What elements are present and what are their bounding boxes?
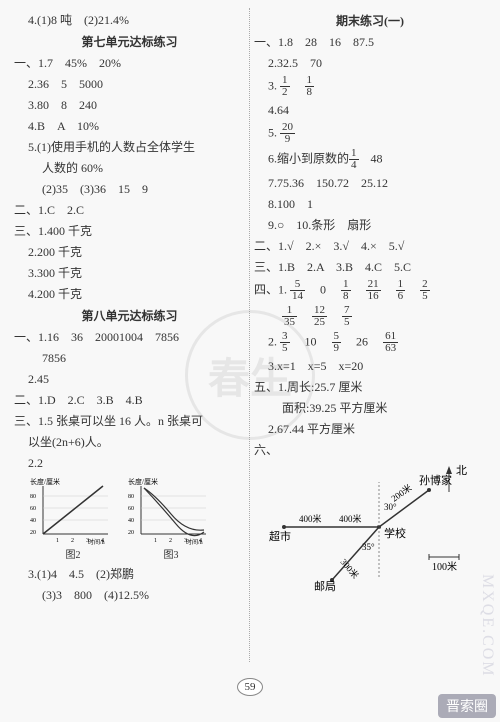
svg-text:40: 40 bbox=[128, 518, 134, 524]
text-line: 6.缩小到原数的14 48 bbox=[254, 148, 486, 171]
text-line: 一、1.7 45% 20% bbox=[14, 54, 245, 72]
text-line: 三、1.5 张桌可以坐 16 人。n 张桌可 bbox=[14, 412, 245, 430]
text-line: 7856 bbox=[14, 349, 245, 367]
map-diagram: 北 100米 学校 超市 400米 400米 bbox=[254, 462, 486, 592]
figure-3: 长度/厘米 80 60 40 20 12 34 时间/h 图3 bbox=[126, 476, 216, 561]
svg-text:35°: 35° bbox=[362, 542, 375, 552]
svg-text:学校: 学校 bbox=[384, 526, 406, 540]
svg-text:100米: 100米 bbox=[432, 560, 457, 573]
text-line: 9.○ 10.条形 扇形 bbox=[254, 216, 486, 234]
text-line: 五、1.周长:25.7 厘米 bbox=[254, 378, 486, 396]
text-line: 7.75.36 150.72 25.12 bbox=[254, 174, 486, 192]
text-line: 以坐(2n+6)人。 bbox=[14, 433, 245, 451]
svg-text:80: 80 bbox=[30, 494, 36, 500]
svg-text:400米: 400米 bbox=[299, 513, 322, 524]
text-line: 5. 209 bbox=[254, 122, 486, 145]
text-line: 二、1.D 2.C 3.B 4.B bbox=[14, 391, 245, 409]
svg-text:邮局: 邮局 bbox=[314, 580, 336, 592]
svg-text:200米: 200米 bbox=[389, 482, 414, 504]
svg-text:60: 60 bbox=[30, 506, 36, 512]
svg-text:20: 20 bbox=[128, 530, 134, 536]
charts-row: 长度/厘米 80 60 40 20 12 34 时间/h 图2 bbox=[14, 476, 245, 561]
text-line: 4.200 千克 bbox=[14, 285, 245, 303]
text-line: 3.80 8 240 bbox=[14, 96, 245, 114]
text-line: 2.45 bbox=[14, 370, 245, 388]
text-line: 一、1.8 28 16 87.5 bbox=[254, 33, 486, 51]
watermark-url: MXQE.COM bbox=[478, 574, 496, 678]
text-line: 3.x=1 x=5 x=20 bbox=[254, 357, 486, 375]
text-line: 三、1.B 2.A 3.B 4.C 5.C bbox=[254, 258, 486, 276]
svg-text:40: 40 bbox=[30, 518, 36, 524]
text-line: 一、1.16 36 20001004 7856 bbox=[14, 328, 245, 346]
text-line: 4.(1)8 吨 (2)21.4% bbox=[14, 11, 245, 29]
unit7-heading: 第七单元达标练习 bbox=[14, 33, 245, 50]
text-line: 面积:39.25 平方厘米 bbox=[254, 399, 486, 417]
text-line: (2)35 (3)36 15 9 bbox=[14, 180, 245, 198]
chart-ylabel: 长度/厘米 bbox=[30, 477, 60, 486]
final-heading: 期末练习(一) bbox=[254, 12, 486, 29]
text-line: 3.(1)4 4.5 (2)郑鹏 bbox=[14, 565, 245, 583]
text-line: 2. 35 10 59 26 6163 bbox=[254, 331, 486, 354]
svg-text:北: 北 bbox=[456, 464, 467, 477]
svg-text:2: 2 bbox=[169, 538, 172, 544]
text-line: 3. 12 18 bbox=[254, 75, 486, 98]
text-line: 4.B A 10% bbox=[14, 117, 245, 135]
svg-text:400米: 400米 bbox=[339, 513, 362, 524]
text-line: 2.32.5 70 bbox=[254, 54, 486, 72]
text-line: 2.2 bbox=[14, 454, 245, 472]
fig2-caption: 图2 bbox=[28, 546, 118, 561]
fig3-caption: 图3 bbox=[126, 546, 216, 561]
svg-text:1: 1 bbox=[154, 538, 157, 544]
watermark-corner: 晋索圈 bbox=[438, 694, 496, 718]
page-content: 4.(1)8 吨 (2)21.4% 第七单元达标练习 一、1.7 45% 20%… bbox=[0, 0, 500, 692]
text-line: 8.100 1 bbox=[254, 195, 486, 213]
text-line: 5.(1)使用手机的人数占全体学生 bbox=[14, 138, 245, 156]
unit8-heading: 第八单元达标练习 bbox=[14, 307, 245, 324]
text-line: 人数的 60% bbox=[14, 159, 245, 177]
svg-text:60: 60 bbox=[128, 506, 134, 512]
svg-text:20: 20 bbox=[30, 530, 36, 536]
text-line: 三、1.400 千克 bbox=[14, 222, 245, 240]
svg-text:2: 2 bbox=[71, 538, 74, 544]
svg-text:超市: 超市 bbox=[269, 529, 291, 543]
svg-text:长度/厘米: 长度/厘米 bbox=[128, 477, 158, 486]
text-line: 4.64 bbox=[254, 101, 486, 119]
svg-text:30°: 30° bbox=[384, 502, 397, 512]
text-line: 四、1. 514 0 18 2116 16 25 bbox=[254, 279, 486, 302]
text-line: 2.36 5 5000 bbox=[14, 75, 245, 93]
right-column: 期末练习(一) 一、1.8 28 16 87.5 2.32.5 70 3. 12… bbox=[250, 8, 490, 662]
text-line: 二、1.√ 2.× 3.√ 4.× 5.√ bbox=[254, 237, 486, 255]
text-line: 135 1225 75 bbox=[254, 305, 486, 328]
left-column: 4.(1)8 吨 (2)21.4% 第七单元达标练习 一、1.7 45% 20%… bbox=[10, 8, 250, 662]
text-line: (3)3 800 (4)12.5% bbox=[14, 586, 245, 604]
page-number: 59 bbox=[237, 678, 263, 696]
text-line: 六、 bbox=[254, 441, 486, 459]
text-line: 2.200 千克 bbox=[14, 243, 245, 261]
text-line: 3.300 千克 bbox=[14, 264, 245, 282]
text-line: 2.67.44 平方厘米 bbox=[254, 420, 486, 438]
svg-text:1: 1 bbox=[56, 538, 59, 544]
svg-text:80: 80 bbox=[128, 494, 134, 500]
text-line: 二、1.C 2.C bbox=[14, 201, 245, 219]
svg-text:时间/h: 时间/h bbox=[88, 538, 105, 546]
figure-2: 长度/厘米 80 60 40 20 12 34 时间/h 图2 bbox=[28, 476, 118, 561]
svg-text:时间/h: 时间/h bbox=[186, 538, 203, 546]
svg-text:孙博家: 孙博家 bbox=[419, 473, 452, 487]
